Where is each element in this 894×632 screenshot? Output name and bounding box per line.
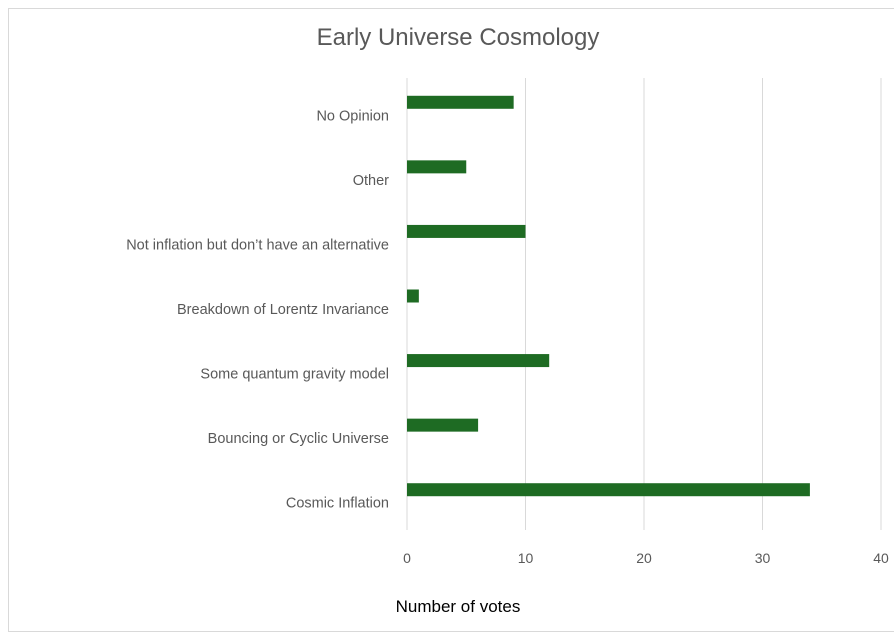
x-tick-label: 0 <box>403 550 411 566</box>
bar <box>407 160 467 174</box>
x-tick-label: 10 <box>518 550 534 566</box>
chart-title: Early Universe Cosmology <box>316 24 600 51</box>
category-label: Cosmic Inflation <box>286 496 389 512</box>
bar <box>407 418 479 432</box>
category-label: Breakdown of Lorentz Invariance <box>177 302 389 318</box>
category-label: Bouncing or Cyclic Universe <box>208 431 389 447</box>
x-tick-label: 20 <box>636 550 652 566</box>
bar <box>407 289 419 303</box>
bar <box>407 483 810 497</box>
bar <box>407 354 550 368</box>
category-label: Not inflation but don’t have an alternat… <box>126 237 389 253</box>
x-tick-label: 30 <box>755 550 771 566</box>
category-label: No Opinion <box>316 108 389 124</box>
category-label: Other <box>353 173 389 189</box>
x-tick-label: 40 <box>873 550 889 566</box>
bar <box>407 224 526 238</box>
x-axis-label: Number of votes <box>395 597 521 616</box>
bar <box>407 95 514 109</box>
category-label: Some quantum gravity model <box>200 367 389 383</box>
